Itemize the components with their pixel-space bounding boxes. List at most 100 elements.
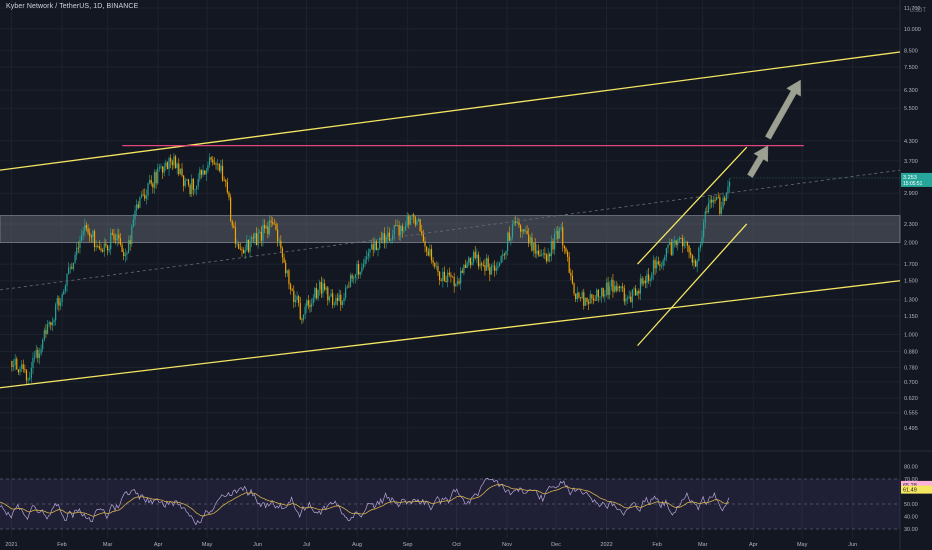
price-tick-label: 0.555 — [904, 411, 918, 417]
candle-down — [566, 251, 569, 257]
candle-up — [217, 163, 219, 165]
candle-down — [119, 238, 122, 245]
candle-up — [662, 260, 664, 266]
candle-down — [299, 303, 301, 320]
candle-up — [359, 271, 361, 275]
candle-down — [591, 294, 593, 299]
price-tick-label: 0.780 — [904, 366, 918, 372]
candle-down — [45, 330, 47, 334]
candle-up — [609, 286, 611, 296]
candle-down — [557, 230, 559, 239]
candle-up — [417, 219, 420, 222]
candle-down — [77, 247, 79, 249]
price-tick-label: 1.700 — [904, 262, 918, 268]
candle-down — [681, 238, 684, 247]
candle-up — [377, 248, 379, 250]
candle-down — [323, 283, 326, 290]
candle-up — [33, 356, 36, 358]
candle-up — [400, 225, 402, 236]
candle-up — [103, 243, 105, 252]
time-axis[interactable]: 2021 Feb Mar Apr May Jun Jul Aug Sep Oct Nov Dec 202… — [5, 542, 857, 548]
candle-down — [114, 239, 117, 241]
candle-down — [267, 226, 269, 234]
candle-down — [213, 163, 216, 165]
candle-up — [40, 349, 42, 354]
candle-down — [348, 286, 350, 288]
candle-down — [494, 265, 496, 271]
candle-up — [249, 241, 251, 252]
candle-up — [473, 251, 475, 263]
candle-down — [562, 227, 564, 246]
candle-down — [264, 224, 266, 229]
candle-down — [307, 300, 309, 306]
time-tick-label: 2022 — [600, 542, 612, 548]
upper-channel-line — [0, 51, 901, 171]
candle-up — [12, 365, 15, 367]
projection-arrow-2 — [764, 79, 801, 140]
candle-down — [247, 239, 250, 252]
candle-down — [340, 294, 342, 305]
time-tick-label: Mar — [698, 542, 708, 548]
candle-up — [712, 200, 714, 203]
candle-up — [652, 260, 655, 274]
time-tick-label: Mar — [103, 542, 113, 548]
price-tick-label: 0.620 — [904, 396, 918, 402]
candle-up — [669, 242, 671, 245]
candle-down — [401, 225, 403, 231]
chart-drawings — [0, 51, 901, 389]
candle-up — [599, 296, 601, 298]
candle-up — [581, 292, 583, 299]
candle-up — [728, 181, 731, 187]
price-tick-label: 2.900 — [904, 191, 918, 197]
candle-down — [281, 248, 284, 258]
rsi-line — [0, 477, 730, 526]
candle-down — [336, 298, 339, 301]
candle-down — [534, 242, 536, 254]
candle-up — [605, 282, 608, 295]
candle-down — [443, 271, 446, 281]
candle-up — [322, 283, 324, 294]
price-tick-label: 1.000 — [904, 333, 918, 339]
candle-up — [163, 166, 165, 173]
candle-down — [503, 254, 505, 256]
candle-up — [199, 169, 201, 179]
candle-up — [76, 247, 78, 255]
price-tick-label: 11.700 — [904, 6, 920, 12]
candle-up — [304, 306, 306, 315]
candle-down — [320, 281, 322, 294]
candle-down — [450, 274, 452, 277]
candle-down — [383, 233, 386, 243]
candle-down — [223, 180, 225, 181]
candle-up — [345, 287, 347, 298]
candle-up — [268, 220, 271, 234]
candle-down — [469, 257, 471, 265]
candle-up — [649, 279, 651, 281]
candle-down — [118, 234, 120, 239]
candle-up — [704, 211, 706, 223]
candle-down — [242, 250, 245, 253]
candle-up — [38, 353, 41, 358]
candle-up — [456, 281, 459, 284]
price-axis[interactable]: 11.700 10.000 8.500 7.500 6.300 5.500 4.300 3.7… — [904, 6, 921, 432]
candle-down — [427, 251, 429, 256]
rsi-tick-label: 70.00 — [904, 477, 918, 483]
candle-down — [597, 289, 599, 297]
candle-down — [351, 275, 353, 279]
candle-down — [638, 290, 640, 294]
candle-up — [685, 241, 687, 243]
time-tick-label: 2021 — [5, 542, 17, 548]
candle-up — [541, 254, 543, 256]
candle-down — [58, 298, 60, 306]
candle-up — [361, 267, 363, 272]
candle-up — [610, 279, 612, 287]
candle-down — [166, 162, 169, 170]
candle-up — [367, 252, 369, 257]
candle-up — [646, 274, 648, 283]
candle-up — [667, 244, 669, 249]
candle-up — [416, 221, 418, 225]
candle-up — [124, 254, 126, 256]
candle-up — [665, 248, 667, 257]
candle-down — [654, 260, 656, 269]
